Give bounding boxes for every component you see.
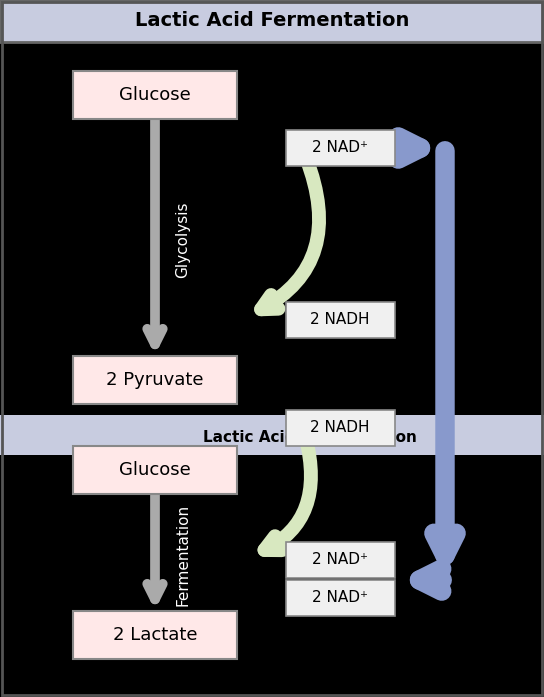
- FancyBboxPatch shape: [286, 410, 394, 446]
- Text: Lactic Acid Fermentation: Lactic Acid Fermentation: [203, 429, 417, 445]
- FancyArrowPatch shape: [393, 137, 421, 159]
- FancyBboxPatch shape: [286, 542, 394, 578]
- FancyArrowPatch shape: [434, 151, 456, 556]
- Text: 2 NADH: 2 NADH: [310, 420, 370, 436]
- Text: 2 Lactate: 2 Lactate: [113, 626, 197, 644]
- Text: 2 Pyruvate: 2 Pyruvate: [106, 371, 204, 389]
- FancyBboxPatch shape: [286, 130, 394, 166]
- Text: Glucose: Glucose: [119, 461, 191, 479]
- FancyBboxPatch shape: [73, 71, 237, 119]
- FancyBboxPatch shape: [73, 446, 237, 494]
- FancyArrowPatch shape: [419, 569, 442, 591]
- Text: Glucose: Glucose: [119, 86, 191, 104]
- FancyBboxPatch shape: [286, 580, 394, 616]
- FancyBboxPatch shape: [73, 356, 237, 404]
- FancyBboxPatch shape: [0, 0, 544, 42]
- Text: Fermentation: Fermentation: [176, 504, 190, 606]
- FancyBboxPatch shape: [73, 611, 237, 659]
- Text: 2 NAD⁺: 2 NAD⁺: [312, 141, 368, 155]
- Text: 2 NAD⁺: 2 NAD⁺: [312, 553, 368, 567]
- Text: Glycolysis: Glycolysis: [176, 201, 190, 278]
- Text: Lactic Acid Fermentation: Lactic Acid Fermentation: [135, 11, 409, 31]
- FancyBboxPatch shape: [286, 302, 394, 338]
- Text: 2 NADH: 2 NADH: [310, 312, 370, 328]
- FancyArrowPatch shape: [264, 438, 311, 550]
- FancyBboxPatch shape: [0, 415, 544, 455]
- FancyArrowPatch shape: [261, 158, 319, 309]
- Text: 2 NAD⁺: 2 NAD⁺: [312, 590, 368, 606]
